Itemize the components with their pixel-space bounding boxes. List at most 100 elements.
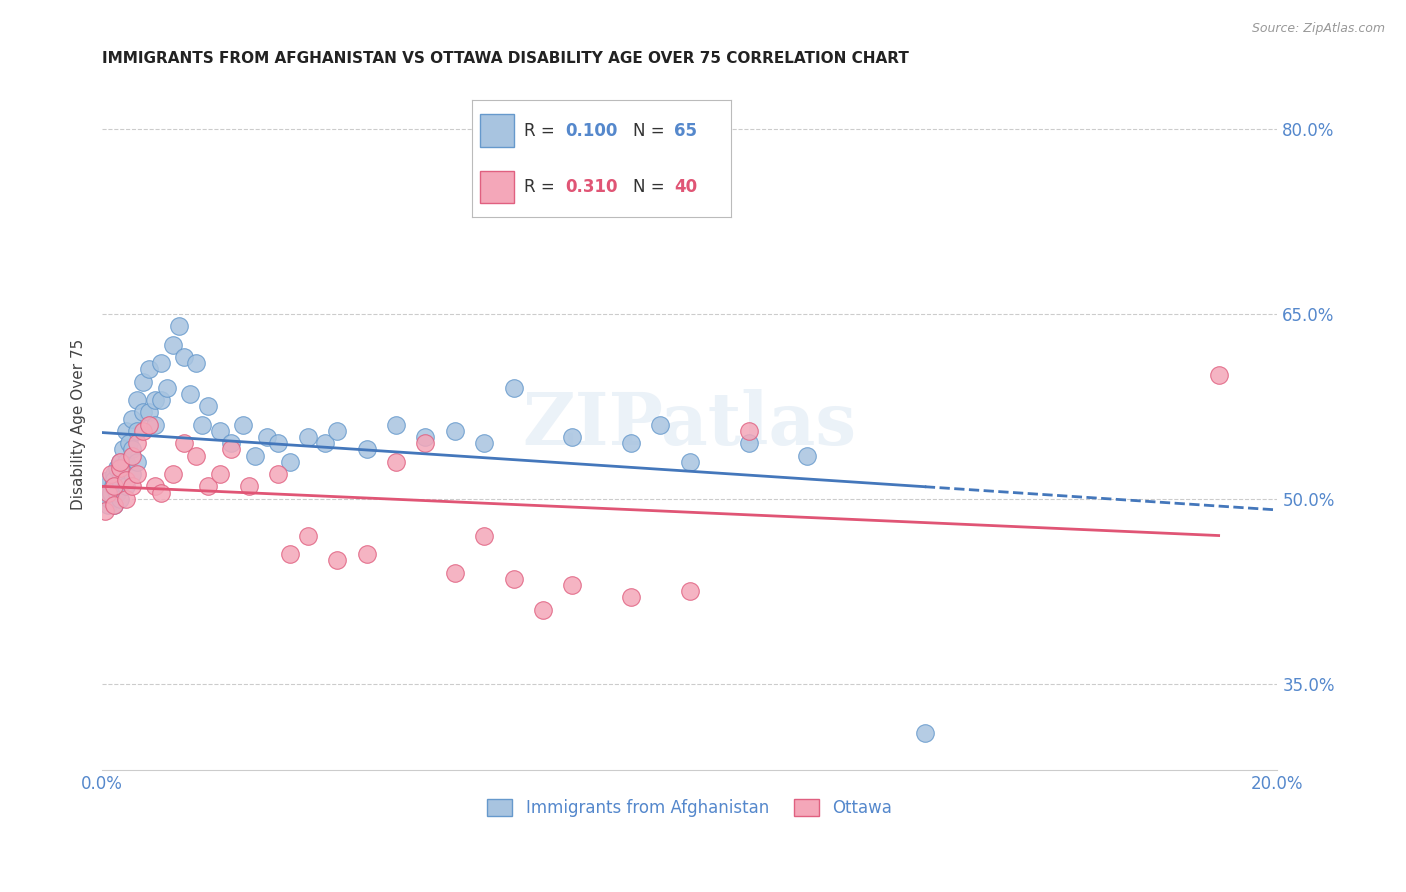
Point [162, 467, 184, 481]
Point [100, 485, 122, 500]
Point [267, 436, 290, 450]
Point [138, 362, 160, 376]
Point [103, 473, 125, 487]
Point [143, 392, 166, 407]
Y-axis label: Disability Age Over 75: Disability Age Over 75 [72, 339, 86, 510]
Point [108, 491, 131, 506]
Point [97, 473, 120, 487]
Point [103, 467, 125, 481]
Point [415, 436, 437, 450]
Point [167, 318, 190, 333]
Point [221, 436, 243, 450]
Point [208, 467, 231, 481]
Point [121, 449, 143, 463]
Point [561, 430, 583, 444]
Point [186, 449, 208, 463]
Point [1208, 368, 1230, 383]
Text: IMMIGRANTS FROM AFGHANISTAN VS OTTAWA DISABILITY AGE OVER 75 CORRELATION CHART: IMMIGRANTS FROM AFGHANISTAN VS OTTAWA DI… [103, 51, 910, 66]
Point [132, 375, 155, 389]
Point [914, 726, 936, 740]
Point [108, 455, 131, 469]
Point [472, 436, 495, 450]
Point [238, 479, 260, 493]
Point [108, 455, 131, 469]
Point [132, 424, 155, 438]
Point [94, 504, 117, 518]
Point [149, 356, 172, 370]
Point [114, 479, 136, 493]
Point [173, 436, 195, 450]
Point [105, 460, 128, 475]
Point [650, 417, 672, 432]
Point [105, 485, 128, 500]
Point [114, 473, 136, 487]
Point [162, 337, 184, 351]
Point [127, 455, 149, 469]
Point [232, 417, 254, 432]
Point [114, 424, 136, 438]
Text: ZIPatlas: ZIPatlas [523, 389, 856, 460]
Point [97, 498, 120, 512]
Point [197, 479, 219, 493]
Point [297, 430, 319, 444]
Point [127, 436, 149, 450]
Point [114, 455, 136, 469]
Point [156, 381, 179, 395]
Point [149, 485, 172, 500]
Point [443, 424, 465, 438]
Point [111, 442, 134, 457]
Point [326, 424, 349, 438]
Point [101, 479, 124, 493]
Point [208, 424, 231, 438]
Point [121, 411, 143, 425]
Point [143, 479, 166, 493]
Point [127, 392, 149, 407]
Point [96, 479, 118, 493]
Point [186, 356, 208, 370]
Point [620, 436, 643, 450]
Point [297, 529, 319, 543]
Point [121, 467, 143, 481]
Point [356, 547, 378, 561]
Point [796, 449, 818, 463]
Point [103, 498, 125, 512]
Point [138, 405, 160, 419]
Point [243, 449, 266, 463]
Point [197, 399, 219, 413]
Point [143, 417, 166, 432]
Point [278, 455, 301, 469]
Point [531, 602, 554, 616]
Point [221, 442, 243, 457]
Point [315, 436, 337, 450]
Point [679, 455, 702, 469]
Point [385, 455, 408, 469]
Point [179, 387, 201, 401]
Point [100, 467, 122, 481]
Point [121, 442, 143, 457]
Point [97, 485, 120, 500]
Point [132, 405, 155, 419]
Point [127, 467, 149, 481]
Legend: Immigrants from Afghanistan, Ottawa: Immigrants from Afghanistan, Ottawa [481, 792, 898, 824]
Point [108, 460, 131, 475]
Point [415, 430, 437, 444]
Point [103, 498, 125, 512]
Point [620, 591, 643, 605]
Text: Source: ZipAtlas.com: Source: ZipAtlas.com [1251, 22, 1385, 36]
Point [118, 436, 141, 450]
Point [443, 566, 465, 580]
Point [127, 424, 149, 438]
Point [737, 424, 759, 438]
Point [103, 479, 125, 493]
Point [173, 350, 195, 364]
Point [108, 473, 131, 487]
Point [94, 485, 117, 500]
Point [98, 491, 121, 506]
Point [114, 491, 136, 506]
Point [472, 529, 495, 543]
Point [679, 584, 702, 599]
Point [356, 442, 378, 457]
Point [267, 467, 290, 481]
Point [326, 553, 349, 567]
Point [502, 381, 524, 395]
